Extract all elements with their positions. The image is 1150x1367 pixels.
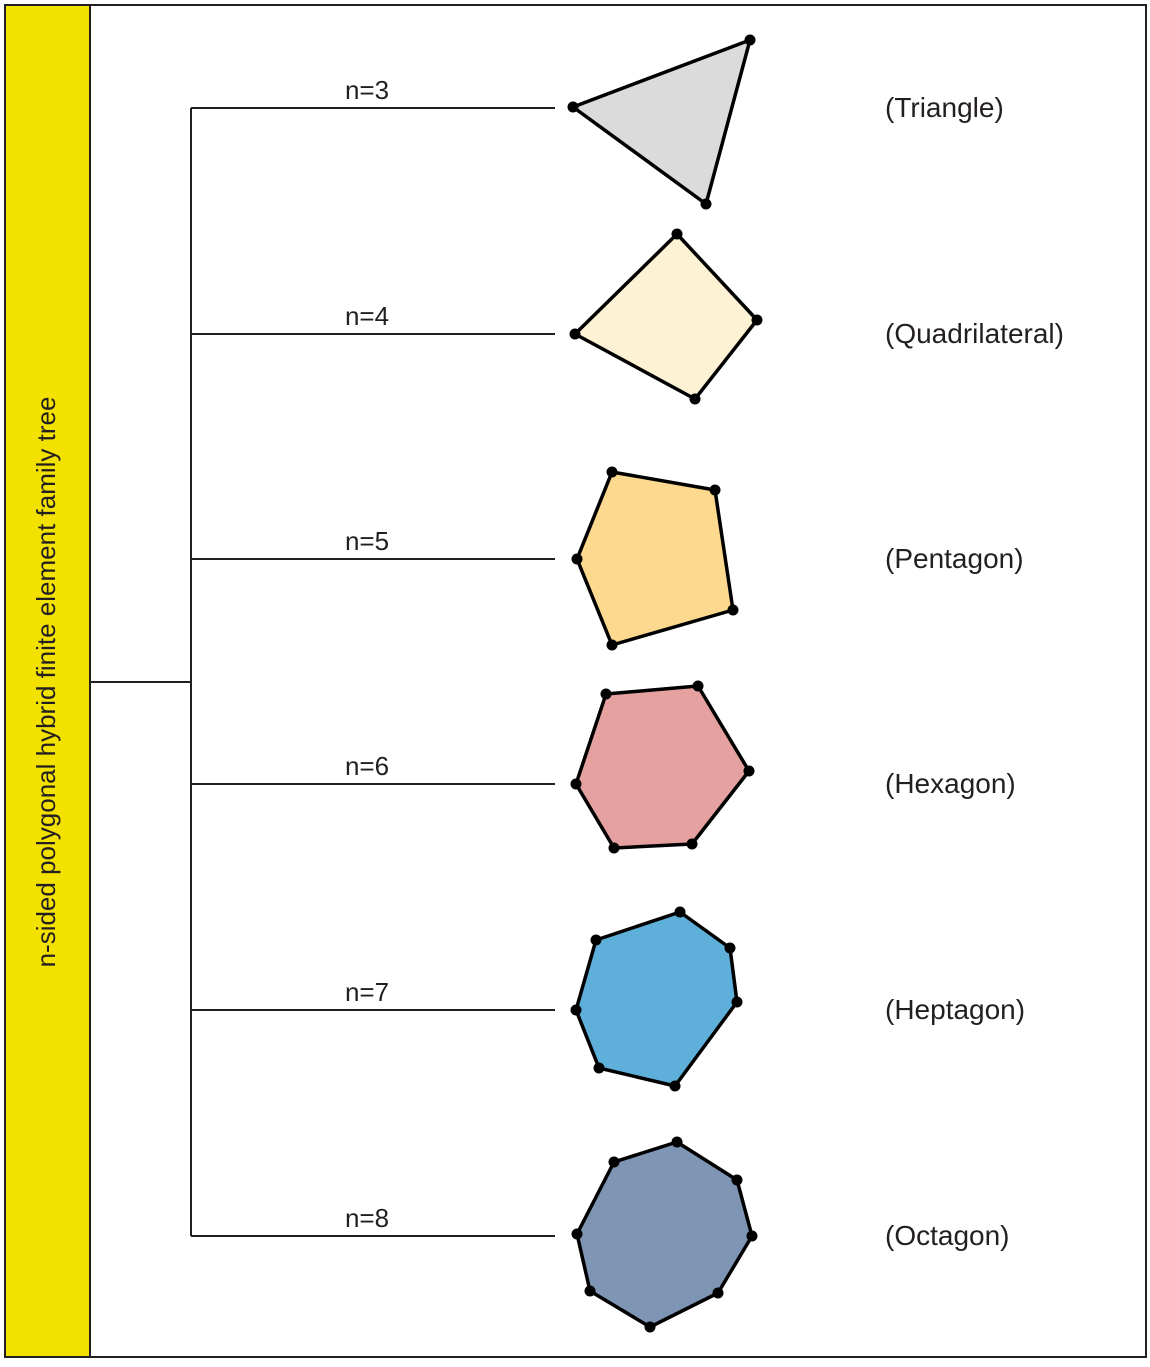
vertex — [567, 101, 579, 113]
vertex — [724, 942, 736, 954]
vertex — [727, 604, 739, 616]
vertex — [571, 553, 583, 565]
vertex — [751, 314, 763, 326]
vertex — [606, 466, 618, 478]
node-label: n=8 — [345, 1203, 389, 1233]
vertex — [744, 34, 756, 46]
vertex — [606, 639, 618, 651]
vertex — [590, 934, 602, 946]
vertex — [671, 1136, 683, 1148]
vertex — [689, 393, 701, 405]
node-name: (Octagon) — [885, 1220, 1010, 1251]
node-name: (Hexagon) — [885, 768, 1016, 799]
node-label: n=7 — [345, 977, 389, 1007]
vertex — [709, 484, 721, 496]
vertex — [569, 328, 581, 340]
node-label: n=6 — [345, 751, 389, 781]
node-name: (Pentagon) — [885, 543, 1024, 574]
node-label: n=4 — [345, 301, 389, 331]
vertex — [608, 1156, 620, 1168]
polygon-shape — [574, 910, 739, 1088]
polygon-shape — [571, 38, 752, 206]
node-label: n=3 — [345, 75, 389, 105]
vertex — [671, 228, 683, 240]
frame — [4, 4, 1147, 1358]
vertex — [712, 1287, 724, 1299]
title-bar — [4, 4, 91, 1358]
vertex — [600, 688, 612, 700]
vertex — [570, 778, 582, 790]
title: n-sided polygonal hybrid finite element … — [31, 397, 61, 968]
vertex — [644, 1321, 656, 1333]
node-label: n=5 — [345, 526, 389, 556]
vertex — [571, 1228, 583, 1240]
vertex — [584, 1285, 596, 1297]
vertex — [743, 765, 755, 777]
node-name: (Quadrilateral) — [885, 318, 1064, 349]
node-name: (Triangle) — [885, 92, 1004, 123]
vertex — [674, 906, 686, 918]
vertex — [731, 1174, 743, 1186]
vertex — [669, 1080, 681, 1092]
node-name: (Heptagon) — [885, 994, 1025, 1025]
vertex — [608, 842, 620, 854]
polygon-shape — [575, 470, 735, 647]
vertex — [686, 838, 698, 850]
vertex — [746, 1230, 758, 1242]
vertex — [570, 1004, 582, 1016]
vertex — [731, 996, 743, 1008]
vertex — [700, 198, 712, 210]
vertex — [593, 1062, 605, 1074]
vertex — [692, 680, 704, 692]
